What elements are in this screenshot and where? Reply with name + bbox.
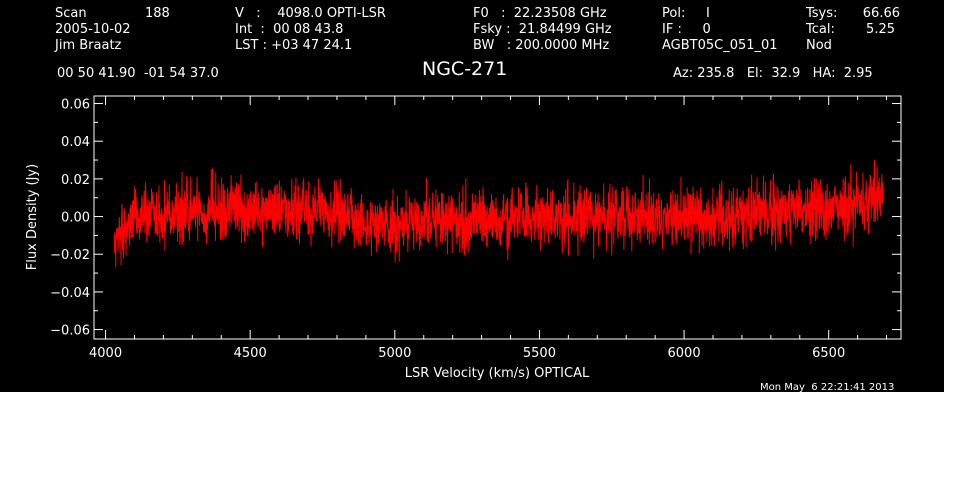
tsys-value: 66.66 bbox=[862, 6, 900, 21]
series-layer bbox=[113, 159, 885, 268]
x-tick-label: 4500 bbox=[234, 346, 267, 361]
spectrum-chart: 4000 4500 5000 5500 6000 6500 −0.06 −0.04 −0.02 0… bbox=[25, 95, 902, 381]
y-tick-label: −0.06 bbox=[50, 324, 90, 339]
ticks-layer: 4000 4500 5000 5500 6000 6500 −0.06 −0.04 −0.02 0… bbox=[50, 96, 901, 361]
x-tick-label: 5500 bbox=[523, 346, 556, 361]
x-tick-label: 5000 bbox=[378, 346, 411, 361]
sky-frequency: Fsky : 21.84499 GHz bbox=[473, 22, 612, 37]
y-tick-label: −0.04 bbox=[50, 286, 90, 301]
plot-frame bbox=[93, 95, 902, 340]
y-axis-label: Flux Density (Jy) bbox=[25, 164, 40, 270]
x-tick-label: 6000 bbox=[668, 346, 701, 361]
scan-number: 188 bbox=[145, 6, 170, 21]
tsys-label: Tsys: bbox=[806, 6, 838, 21]
spectrum-panel: Scan 188 2005-10-02 Jim Braatz V : 4098.… bbox=[0, 0, 944, 393]
tcal-label: Tcal: bbox=[806, 22, 835, 37]
plot-timestamp: Mon May 6 22:21:41 2013 bbox=[760, 382, 895, 393]
scan-label: Scan bbox=[55, 6, 87, 21]
source-coordinates: 00 50 41.90 -01 54 37.0 bbox=[57, 66, 219, 81]
pointing-info: Az: 235.8 El: 32.9 HA: 2.95 bbox=[673, 66, 873, 81]
integration-time: Int : 00 08 43.8 bbox=[235, 22, 344, 37]
lst-info: LST : +03 47 24.1 bbox=[235, 38, 353, 53]
y-tick-label: 0.02 bbox=[61, 173, 90, 188]
x-tick-label: 4000 bbox=[89, 346, 122, 361]
observation-date: 2005-10-02 bbox=[55, 22, 131, 37]
y-tick-label: 0.06 bbox=[61, 98, 90, 113]
polarization: Pol: I bbox=[662, 6, 710, 21]
observing-mode: Nod bbox=[806, 38, 832, 53]
bandwidth: BW : 200.0000 MHz bbox=[473, 38, 610, 53]
x-tick-label: 6500 bbox=[812, 346, 845, 361]
y-tick-label: −0.02 bbox=[50, 248, 90, 263]
spectrum-series-line bbox=[113, 159, 885, 268]
rest-frequency: F0 : 22.23508 GHz bbox=[473, 6, 607, 21]
x-axis-label: LSR Velocity (km/s) OPTICAL bbox=[405, 366, 590, 381]
y-tick-label: 0.04 bbox=[61, 135, 90, 150]
project-id: AGBT05C_051_01 bbox=[662, 38, 778, 53]
if-number: IF : 0 bbox=[662, 22, 711, 37]
y-tick-label: 0.00 bbox=[61, 211, 90, 226]
velocity-info: V : 4098.0 OPTI-LSR bbox=[235, 6, 386, 21]
observer-name: Jim Braatz bbox=[55, 38, 122, 53]
tcal-value: 5.25 bbox=[866, 22, 895, 37]
chart-title: NGC-271 bbox=[422, 58, 508, 80]
